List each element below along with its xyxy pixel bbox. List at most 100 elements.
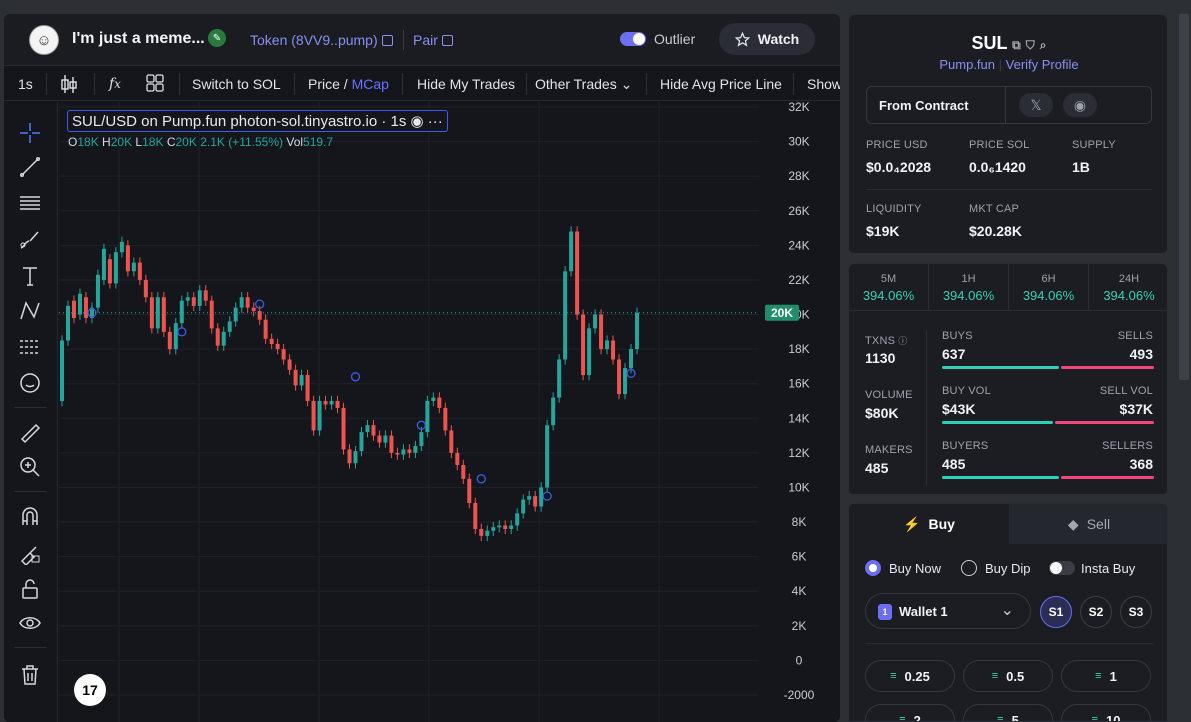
price-label: Price / [308, 76, 348, 92]
sellers-value: 368 [1129, 456, 1153, 472]
candle [377, 435, 382, 443]
eye-icon[interactable]: ◉ [410, 113, 428, 130]
y-tick-label: 12K [788, 446, 809, 460]
x-social-icon[interactable]: 𝕏 [1019, 93, 1053, 117]
candle [461, 464, 466, 479]
wallet-icon: 1 [878, 604, 892, 620]
copy-icon[interactable]: ⧉ [1012, 38, 1021, 52]
brush-icon[interactable] [17, 227, 43, 253]
timeframe-change: 394.06% [1103, 288, 1155, 303]
watch-button[interactable]: Watch [719, 23, 815, 55]
wallet-selector[interactable]: 1 Wallet 1 ⌄ [865, 593, 1031, 629]
amount-button[interactable]: ≡ 1 [1061, 660, 1151, 692]
divider [14, 491, 46, 492]
pattern-icon[interactable] [17, 298, 43, 324]
insta-buy-toggle[interactable] [1049, 561, 1075, 575]
y-tick-label: 8K [792, 515, 807, 529]
measure-lines-icon[interactable] [17, 334, 43, 360]
amount-button[interactable]: ≡ 0.25 [865, 660, 955, 692]
last-price-badge [765, 304, 799, 321]
price-chart[interactable]: 32K 30K 28K 26K 24K 22K 20K 18K 16K 14K 12K 10K 8K 6K… [59, 100, 839, 722]
hide-avg-price-line-button[interactable]: Hide Avg Price Line [660, 76, 782, 92]
amount-button[interactable]: ≡ 10 [1061, 704, 1151, 721]
slot-s1-button[interactable]: S1 [1040, 596, 1072, 628]
candle [407, 449, 412, 453]
candle [359, 432, 364, 452]
candle [137, 262, 142, 280]
magnet-icon[interactable] [17, 504, 43, 530]
price-mcap-toggle[interactable]: Price / MCap [308, 76, 389, 92]
token-avatar[interactable]: ☺ [29, 25, 59, 55]
candlestick-chart[interactable]: 32K 30K 28K 26K 24K 22K 20K 18K 16K 14K 12K 10K 8K 6K… [59, 100, 839, 722]
more-icon[interactable]: ··· [427, 113, 443, 130]
unlock-icon[interactable] [17, 576, 43, 602]
pair-link[interactable]: Pair [413, 32, 453, 48]
interval-selector[interactable]: 1s [18, 76, 33, 92]
timeframe-6h[interactable]: 6H 394.06% [1009, 264, 1089, 310]
copy-icon[interactable] [381, 35, 393, 46]
verify-profile-link[interactable]: Verify Profile [1005, 57, 1079, 72]
watch-label: Watch [757, 31, 800, 47]
close-value: 20K [175, 135, 197, 149]
y-tick-label: 10K [788, 480, 809, 494]
candle [83, 297, 88, 318]
timeframe-1h[interactable]: 1H 394.06% [929, 264, 1009, 310]
amount-button[interactable]: ≡ 2 [865, 704, 955, 722]
indicators-icon[interactable]: fx [109, 76, 121, 92]
token-address-link[interactable]: Token (8VV9..pump) [250, 32, 393, 48]
switch-to-sol-button[interactable]: Switch to SOL [192, 76, 281, 92]
scrollbar-thumb[interactable] [1179, 14, 1189, 380]
outlier-toggle[interactable] [620, 32, 646, 46]
candle [371, 425, 376, 436]
horizontal-lines-icon[interactable] [17, 190, 43, 216]
buy-dip-radio[interactable] [961, 560, 977, 576]
eye-icon[interactable] [17, 610, 43, 636]
chart-symbol-legend[interactable]: SUL/USD on Pump.fun photon-sol.tinyastro… [67, 110, 448, 132]
amount-button[interactable]: ≡ 5 [963, 704, 1053, 721]
text-icon[interactable] [17, 263, 43, 289]
amount-button[interactable]: ≡ 0.5 [963, 660, 1053, 692]
info-icon[interactable]: ⓘ [898, 336, 908, 346]
layout-grid-icon[interactable] [146, 74, 164, 95]
timeframe-24h[interactable]: 24H 394.06% [1089, 264, 1169, 310]
hide-my-trades-button[interactable]: Hide My Trades [417, 76, 516, 92]
ruler-icon[interactable] [17, 420, 43, 446]
show-button[interactable]: Show [807, 76, 840, 92]
candle [617, 359, 622, 395]
zoom-in-icon[interactable] [17, 454, 43, 480]
low-value: 18K [142, 135, 164, 149]
timeframe-5m[interactable]: 5M 394.06% [849, 264, 929, 310]
candle [341, 407, 346, 450]
trash-icon[interactable] [17, 662, 43, 688]
candle-type-icon[interactable] [60, 73, 78, 98]
tab-sell[interactable]: ◆ Sell [1009, 504, 1167, 544]
slot-s3-button[interactable]: S3 [1120, 596, 1152, 628]
buys-label: BUYS [942, 330, 973, 342]
shield-icon[interactable]: ⛉ [1025, 38, 1035, 52]
platform-link[interactable]: Pump.fun [939, 57, 996, 72]
slot-s2-button[interactable]: S2 [1080, 596, 1112, 628]
token-header: ☺ I'm just a meme... ✎ Token (8VV9..pump… [4, 14, 840, 66]
pencil-icon[interactable]: ✎ [208, 29, 226, 47]
crosshair-icon[interactable] [17, 120, 43, 146]
buy-now-radio[interactable] [865, 560, 881, 576]
trend-line-icon[interactable] [17, 154, 43, 180]
divider [866, 189, 1152, 190]
amount-label: 2 [913, 712, 921, 722]
high-label: H [102, 135, 111, 149]
price-sol-value: 0.0₆1420 [969, 159, 1026, 175]
copy-icon[interactable] [441, 35, 453, 46]
globe-icon[interactable]: ◉ [1063, 93, 1097, 117]
divider [14, 407, 46, 408]
other-trades-dropdown[interactable]: Other Trades ⌄ [535, 76, 632, 93]
emoji-icon[interactable] [17, 370, 43, 396]
from-contract-label: From Contract [879, 98, 969, 113]
tradingview-logo[interactable]: 17 [74, 674, 106, 706]
y-tick-label: 0 [796, 653, 803, 667]
lock-drawing-icon[interactable] [17, 540, 43, 566]
candle [263, 319, 268, 339]
token-info-card: SUL ⧉ ⛉ ⌕ Pump.fun | Verify Profile From… [848, 14, 1168, 254]
candle [587, 328, 592, 376]
search-icon[interactable]: ⌕ [1039, 38, 1047, 52]
tab-buy[interactable]: ⚡ Buy [849, 504, 1009, 544]
